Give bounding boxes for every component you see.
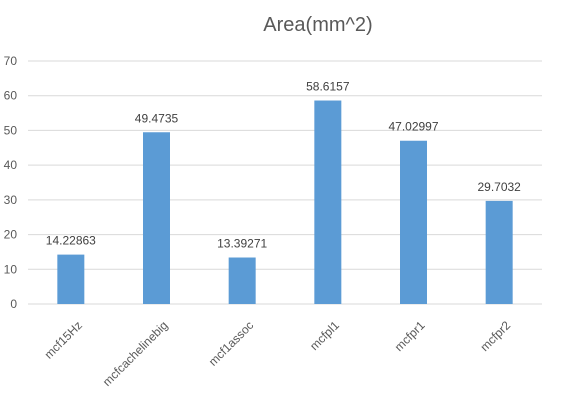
data-label: 13.39271 <box>217 237 267 251</box>
bar <box>314 100 342 305</box>
y-tick-label: 40 <box>4 158 18 172</box>
data-label: 14.22863 <box>46 234 96 248</box>
bar <box>400 140 427 304</box>
bar <box>485 200 513 304</box>
data-labels: 14.22863 49.4735 13.39271 58.6157 47.02997 29… <box>46 80 521 251</box>
x-tick-label: mcf1assoc <box>206 318 256 368</box>
x-tick-label: mcfcachelinebig <box>100 318 171 389</box>
y-tick-label: 70 <box>4 54 18 68</box>
gridlines <box>28 60 542 305</box>
x-tick-label: mcfpr2 <box>477 318 513 354</box>
data-label: 49.4735 <box>135 111 179 125</box>
x-axis-labels: mcf15Hz mcfcachelinebig mcf1assoc mcfpl1 mcf… <box>42 318 514 389</box>
chart-title: Area(mm^2) <box>263 14 372 36</box>
y-axis-ticks: 0 10 20 30 40 50 60 70 <box>4 54 18 311</box>
bar <box>228 257 256 304</box>
y-tick-label: 60 <box>4 89 18 103</box>
y-tick-label: 30 <box>4 193 18 207</box>
y-tick-label: 0 <box>10 297 17 311</box>
bars <box>57 100 513 305</box>
data-label: 29.7032 <box>477 180 521 194</box>
y-tick-label: 20 <box>4 228 18 242</box>
x-tick-label: mcf15Hz <box>42 318 85 361</box>
data-label: 58.6157 <box>306 80 350 94</box>
bar <box>143 132 170 304</box>
x-tick-label: mcfpr1 <box>392 318 428 354</box>
bar <box>57 254 85 304</box>
x-tick-label: mcfpl1 <box>307 318 342 353</box>
y-tick-label: 50 <box>4 123 18 137</box>
data-label: 47.02997 <box>388 120 438 134</box>
y-tick-label: 10 <box>4 262 18 276</box>
